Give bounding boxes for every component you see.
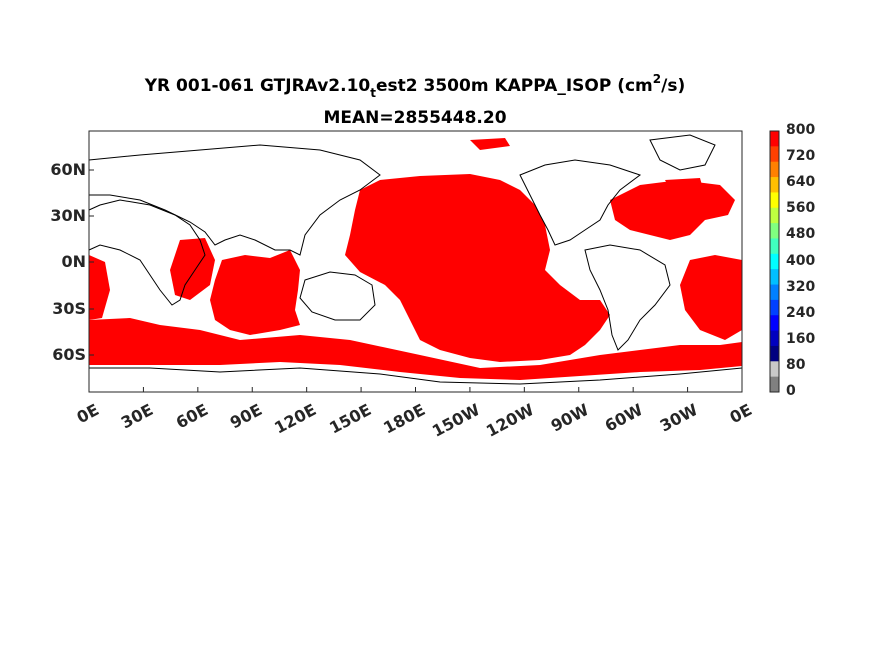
colorbar-frame	[769, 130, 780, 393]
west-indian-edge	[89, 255, 110, 320]
colorbar-segment	[770, 361, 779, 378]
colorbar-tick-label: 800	[786, 122, 816, 138]
y-tick-label: 30N	[50, 206, 86, 225]
title-suffix: /s)	[661, 76, 686, 96]
colorbar-tick-label: 240	[786, 304, 816, 321]
y-tick-label: 30S	[52, 299, 86, 318]
colorbar-segment	[770, 284, 779, 301]
colorbar-segment	[770, 161, 779, 178]
plot-title-line2: MEAN=2855448.20	[323, 108, 507, 128]
title-mid: est2 3500m KAPPA_ISOP (cm	[376, 76, 653, 96]
colorbar-segment	[770, 253, 779, 270]
colorbar-segment	[770, 315, 779, 332]
north-america-coastline	[519, 159, 642, 246]
antarctica-coastline	[89, 367, 743, 385]
colorbar-tick-label: 400	[786, 252, 816, 269]
north-pacific-patch	[470, 138, 510, 150]
y-tick-label: 0N	[61, 252, 86, 271]
south-atlantic-region	[680, 255, 742, 340]
southern-ocean-region	[89, 318, 742, 380]
colorbar-segment	[770, 238, 779, 255]
eurasia-coastline	[88, 144, 381, 256]
colorbar-segment	[770, 207, 779, 224]
colorbar-segment	[770, 269, 779, 286]
title-superscript: 2	[652, 72, 662, 86]
colorbar-tick-label: 560	[786, 200, 816, 217]
y-tick-label: 60N	[50, 160, 86, 179]
colorbar-tick-label: 720	[786, 148, 816, 165]
indian-ocean-region	[210, 250, 300, 335]
colorbar-segment	[770, 376, 779, 393]
colorbar-segment	[770, 345, 779, 362]
colorbar-tick-label: 480	[786, 226, 816, 243]
title-subscript: t	[370, 86, 376, 100]
bering-patch	[665, 178, 705, 200]
south-america-coastline	[584, 244, 671, 351]
colorbar-segment	[770, 131, 779, 147]
tick-marks	[88, 169, 743, 392]
africa-coastline	[88, 199, 206, 306]
title-prefix: YR 001-061 GTJRAv2.10	[144, 76, 371, 96]
colorbar-segment	[770, 299, 779, 316]
colorbar	[769, 130, 780, 393]
colorbar-tick-label: 320	[786, 278, 816, 295]
pacific-region	[345, 174, 610, 362]
colorbar-segment	[770, 177, 779, 193]
plot-title-line1: YR 001-061 GTJRAv2.10test2 3500m KAPPA_I…	[0, 72, 830, 100]
colorbar-tick-label: 80	[786, 356, 806, 373]
colorbar-segment	[770, 192, 779, 209]
colorbar-tick-label: 0	[786, 383, 796, 399]
colorbar-segment	[770, 223, 779, 239]
greenland-coastline	[649, 134, 716, 171]
colorbar-segment	[770, 330, 779, 347]
indian-ocean-west	[170, 238, 215, 300]
ocean-field	[89, 138, 742, 380]
colorbar-segment	[770, 146, 779, 163]
australia-coastline	[299, 271, 376, 321]
map-plot-area	[88, 130, 743, 393]
colorbar-tick-label: 160	[786, 330, 816, 347]
coastlines	[88, 134, 743, 385]
colorbar-tick-label: 640	[786, 174, 816, 191]
y-tick-label: 60S	[52, 345, 86, 364]
